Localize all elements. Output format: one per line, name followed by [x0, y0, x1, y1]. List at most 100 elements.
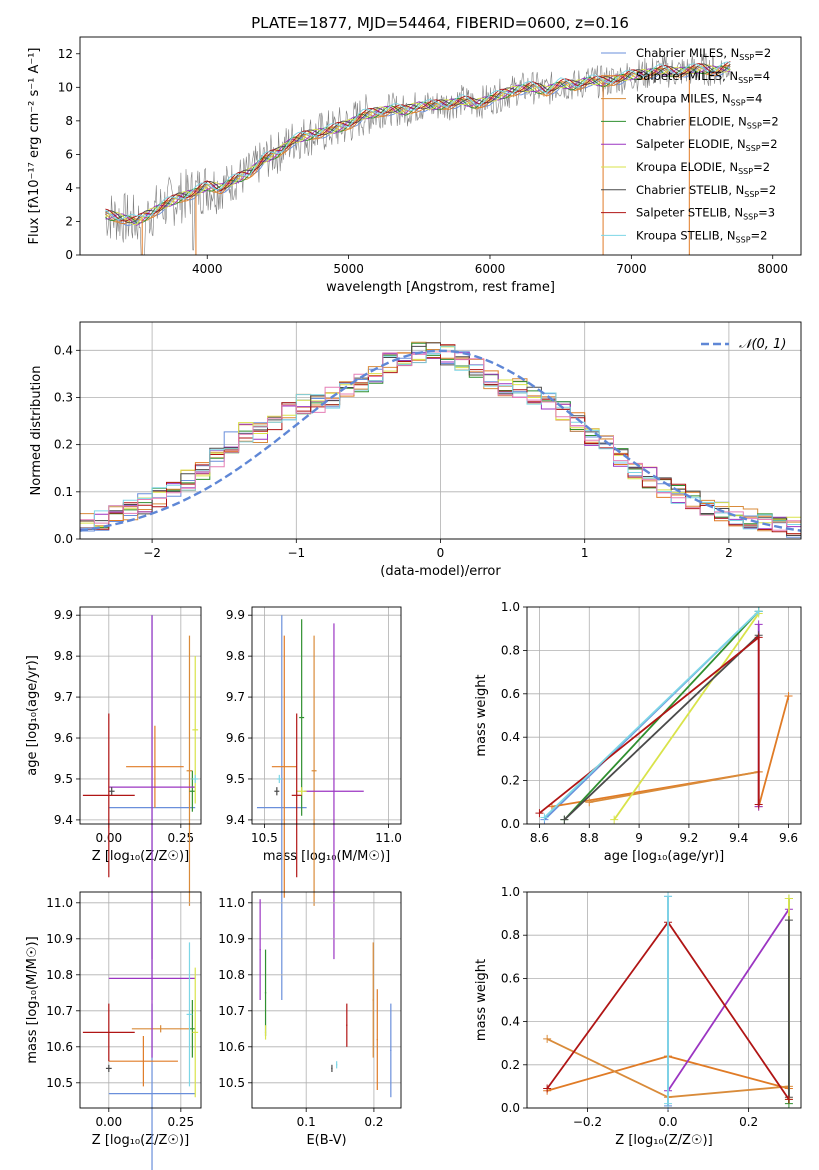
y-tick-label: 0.4 [501, 1015, 520, 1029]
y-axis-label: mass [log₁₀(M/M☉)] [25, 936, 40, 1063]
x-tick-label: 0.1 [297, 1115, 316, 1129]
age-vs-metallicity-panel: 0.00 0.259.49.59.69.79.89.9Z [log₁₀(Z/Z☉)… [25, 606, 202, 1001]
y-tick-label: 0.1 [54, 485, 73, 499]
y-tick-label: 0.0 [501, 817, 520, 831]
mass-weight-line-3 [589, 771, 759, 804]
y-tick-label: 9.4 [54, 813, 73, 827]
y-tick-label: 0.2 [54, 438, 73, 452]
y-tick-label: 10.9 [46, 932, 73, 946]
data-point-marker [784, 894, 793, 903]
y-tick-label: 9.5 [226, 772, 245, 786]
data-point-marker [754, 607, 763, 616]
x-axis-label: E(B-V) [306, 1133, 346, 1148]
legend-entry: Kroupa STELIB, NSSP=2 [636, 228, 767, 244]
x-tick-label: 0.2 [364, 1115, 383, 1129]
age-vs-mass-panel: 10.5 11.0 9.4 9.5 9.6 9.7 9.8 9.9 mass [log₁₀(M/… [226, 606, 402, 1001]
y-tick-label: 2 [65, 214, 73, 228]
mass-weight-line-7 [563, 634, 760, 821]
y-tick-label: 10.5 [218, 1076, 245, 1090]
legend-entry: Salpeter STELIB, NSSP=3 [636, 206, 775, 222]
y-tick-label: 10.7 [46, 1004, 73, 1018]
normal-reference-curve [79, 349, 802, 532]
x-tick-label: 11.0 [375, 831, 402, 845]
data-point-marker [664, 892, 673, 901]
y-tick-label: 9.7 [226, 690, 245, 704]
y-tick-label: 9.6 [54, 731, 73, 745]
axes-frame [526, 891, 802, 1109]
mass-weight-line-6 [613, 612, 760, 821]
data-point-marker [543, 1034, 552, 1043]
y-tick-label: 10.5 [46, 1076, 73, 1090]
x-axis-label: mass [log₁₀(M/M☉)] [263, 849, 390, 864]
residual-histogram-panel: −2 −1 0 1 2 0.0 0.1 0.2 0.3 0.4 (data-model)/error… [29, 321, 802, 579]
x-axis-label: Z [log₁₀(Z/Z☉)] [92, 1133, 189, 1148]
y-tick-label: 0.8 [501, 928, 520, 942]
x-tick-label: 4000 [192, 262, 223, 276]
y-tick-label: 10.8 [46, 968, 73, 982]
data-point-marker [610, 815, 619, 824]
y-tick-label: 0.6 [501, 687, 520, 701]
legend-entry: Kroupa ELODIE, NSSP=2 [636, 160, 770, 176]
x-axis-label: wavelength [Angstrom, rest frame] [326, 280, 555, 295]
x-tick-label: 0 [437, 546, 445, 560]
y-tick-label: 9.5 [54, 772, 73, 786]
y-tick-label: 0.3 [54, 390, 73, 404]
x-tick-label: −2 [143, 546, 161, 560]
y-tick-label: 9.7 [54, 690, 73, 704]
data-point-marker [754, 620, 763, 629]
y-tick-label: 10 [58, 80, 73, 94]
x-tick-label: 0.0 [658, 1115, 677, 1129]
x-tick-label: 0.25 [167, 1115, 194, 1129]
y-tick-label: 9.8 [226, 649, 245, 663]
x-tick-label: 0.2 [739, 1115, 758, 1129]
y-tick-label: 9.9 [226, 608, 245, 622]
y-tick-label: 0 [65, 248, 73, 262]
y-tick-label: 0.6 [501, 971, 520, 985]
x-tick-label: −0.2 [573, 1115, 602, 1129]
y-tick-label: 0.0 [501, 1101, 520, 1115]
model-spectrum-line-6 [105, 64, 731, 225]
spectrum-panel: 4000 5000 6000 7000 8000 0 2 4 6 8 10 12 wavelength … [27, 36, 802, 295]
legend-entry: Chabrier ELODIE, NSSP=2 [636, 114, 779, 130]
x-tick-label: 10.5 [251, 831, 278, 845]
y-tick-label: 9.4 [226, 813, 245, 827]
x-tick-label: 5000 [333, 262, 364, 276]
y-tick-label: 10.6 [46, 1040, 73, 1054]
axes-frame [526, 606, 802, 825]
mass-vs-metallicity-panel: 0.00 0.25 10.5 10.6 10.7 10.8 10.9 11.0 Z [log₁₀… [25, 891, 202, 1170]
data-point-marker [535, 809, 544, 818]
x-tick-label: 9.2 [679, 831, 698, 845]
axes-frame [79, 321, 802, 540]
mass-vs-ebv-panel: 0.1 0.2 10.5 10.6 10.7 10.8 10.9 11.0 E(B-V) [218, 891, 402, 1148]
axes-frame [79, 36, 802, 256]
y-tick-label: 10.6 [218, 1040, 245, 1054]
data-point-marker [585, 798, 594, 807]
mass-weight-line-2 [551, 695, 790, 808]
mass-weight-vs-metallicity-panel: −0.2 0.0 0.2 0.0 0.2 0.4 0.6 0.8 1.0 Z [log₁₀(Z/Z… [474, 885, 802, 1148]
y-tick-label: 10.7 [218, 1004, 245, 1018]
y-axis-label: age [log₁₀(age/yr)] [25, 655, 40, 776]
figure-title: PLATE=1877, MJD=54464, FIBERID=0600, z=0… [251, 14, 629, 32]
x-axis-label: Z [log₁₀(Z/Z☉)] [92, 849, 189, 864]
y-tick-label: 9.9 [54, 608, 73, 622]
y-tick-label: 0.8 [501, 643, 520, 657]
y-tick-label: 6 [65, 147, 73, 161]
legend-entry: Kroupa MILES, NSSP=4 [636, 92, 762, 108]
y-tick-label: 1.0 [501, 885, 520, 899]
model-spectrum-line-5 [105, 65, 731, 226]
x-tick-label: 9 [635, 831, 643, 845]
y-tick-label: 9.6 [226, 731, 245, 745]
y-tick-label: 0.4 [54, 343, 73, 357]
x-tick-label: 9.4 [729, 831, 748, 845]
y-axis-label: Flux [fλ10⁻¹⁷ erg cm⁻² s⁻¹ A⁻¹] [27, 48, 42, 245]
x-tick-label: 9.6 [779, 831, 798, 845]
model-spectrum-line-8 [105, 61, 731, 222]
y-tick-label: 4 [65, 181, 73, 195]
data-point-marker [754, 633, 763, 642]
axes-frame [251, 606, 402, 825]
y-tick-label: 0.0 [54, 532, 73, 546]
x-tick-label: 0.00 [95, 1115, 122, 1129]
data-point-marker [540, 813, 549, 822]
x-tick-label: 8.8 [580, 831, 599, 845]
